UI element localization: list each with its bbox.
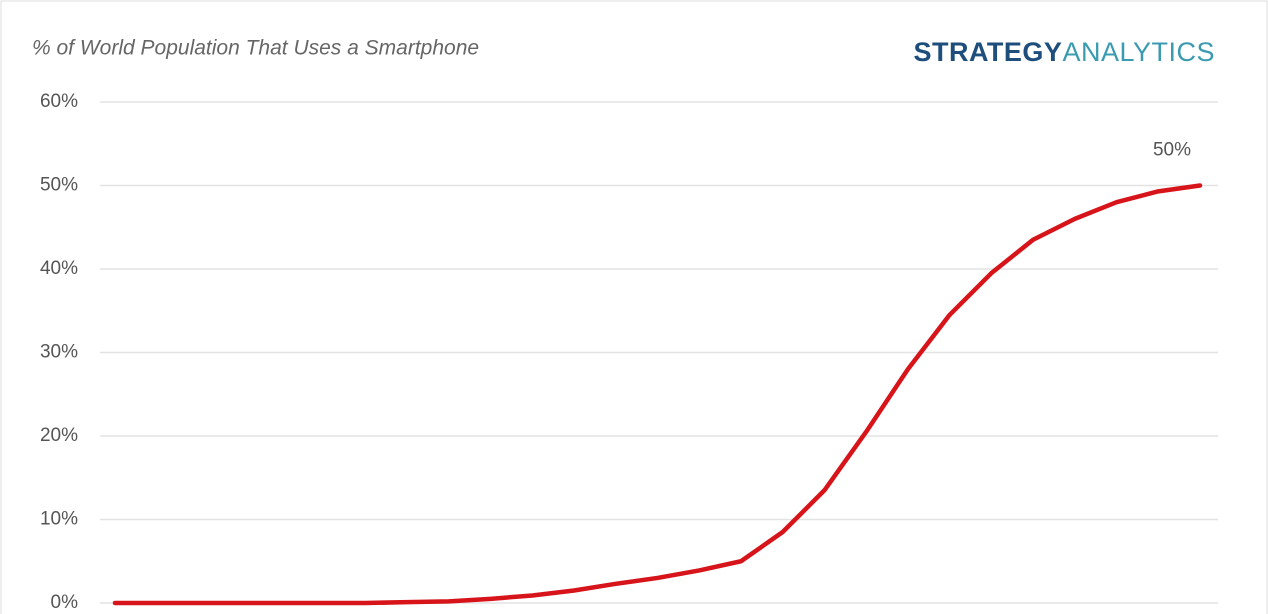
line bbox=[112, 183, 1203, 606]
y-tick-label: 40% bbox=[40, 258, 78, 279]
y-tick-label: 50% bbox=[40, 175, 78, 196]
logo-second: ANALYTICS bbox=[1062, 37, 1215, 67]
y-tick-label: 10% bbox=[40, 509, 78, 530]
y-tick-label: 20% bbox=[40, 425, 78, 446]
logo: STRATEGYANALYTICS bbox=[913, 37, 1215, 67]
y-tick-label: 30% bbox=[40, 342, 78, 363]
y-tick-label: 0% bbox=[51, 592, 79, 613]
logo-first: STRATEGY bbox=[913, 37, 1062, 67]
chart-title: % of World Population That Uses a Smartp… bbox=[32, 37, 479, 60]
data-label: 50% bbox=[1153, 140, 1191, 161]
y-tick-label: 60% bbox=[40, 91, 78, 112]
